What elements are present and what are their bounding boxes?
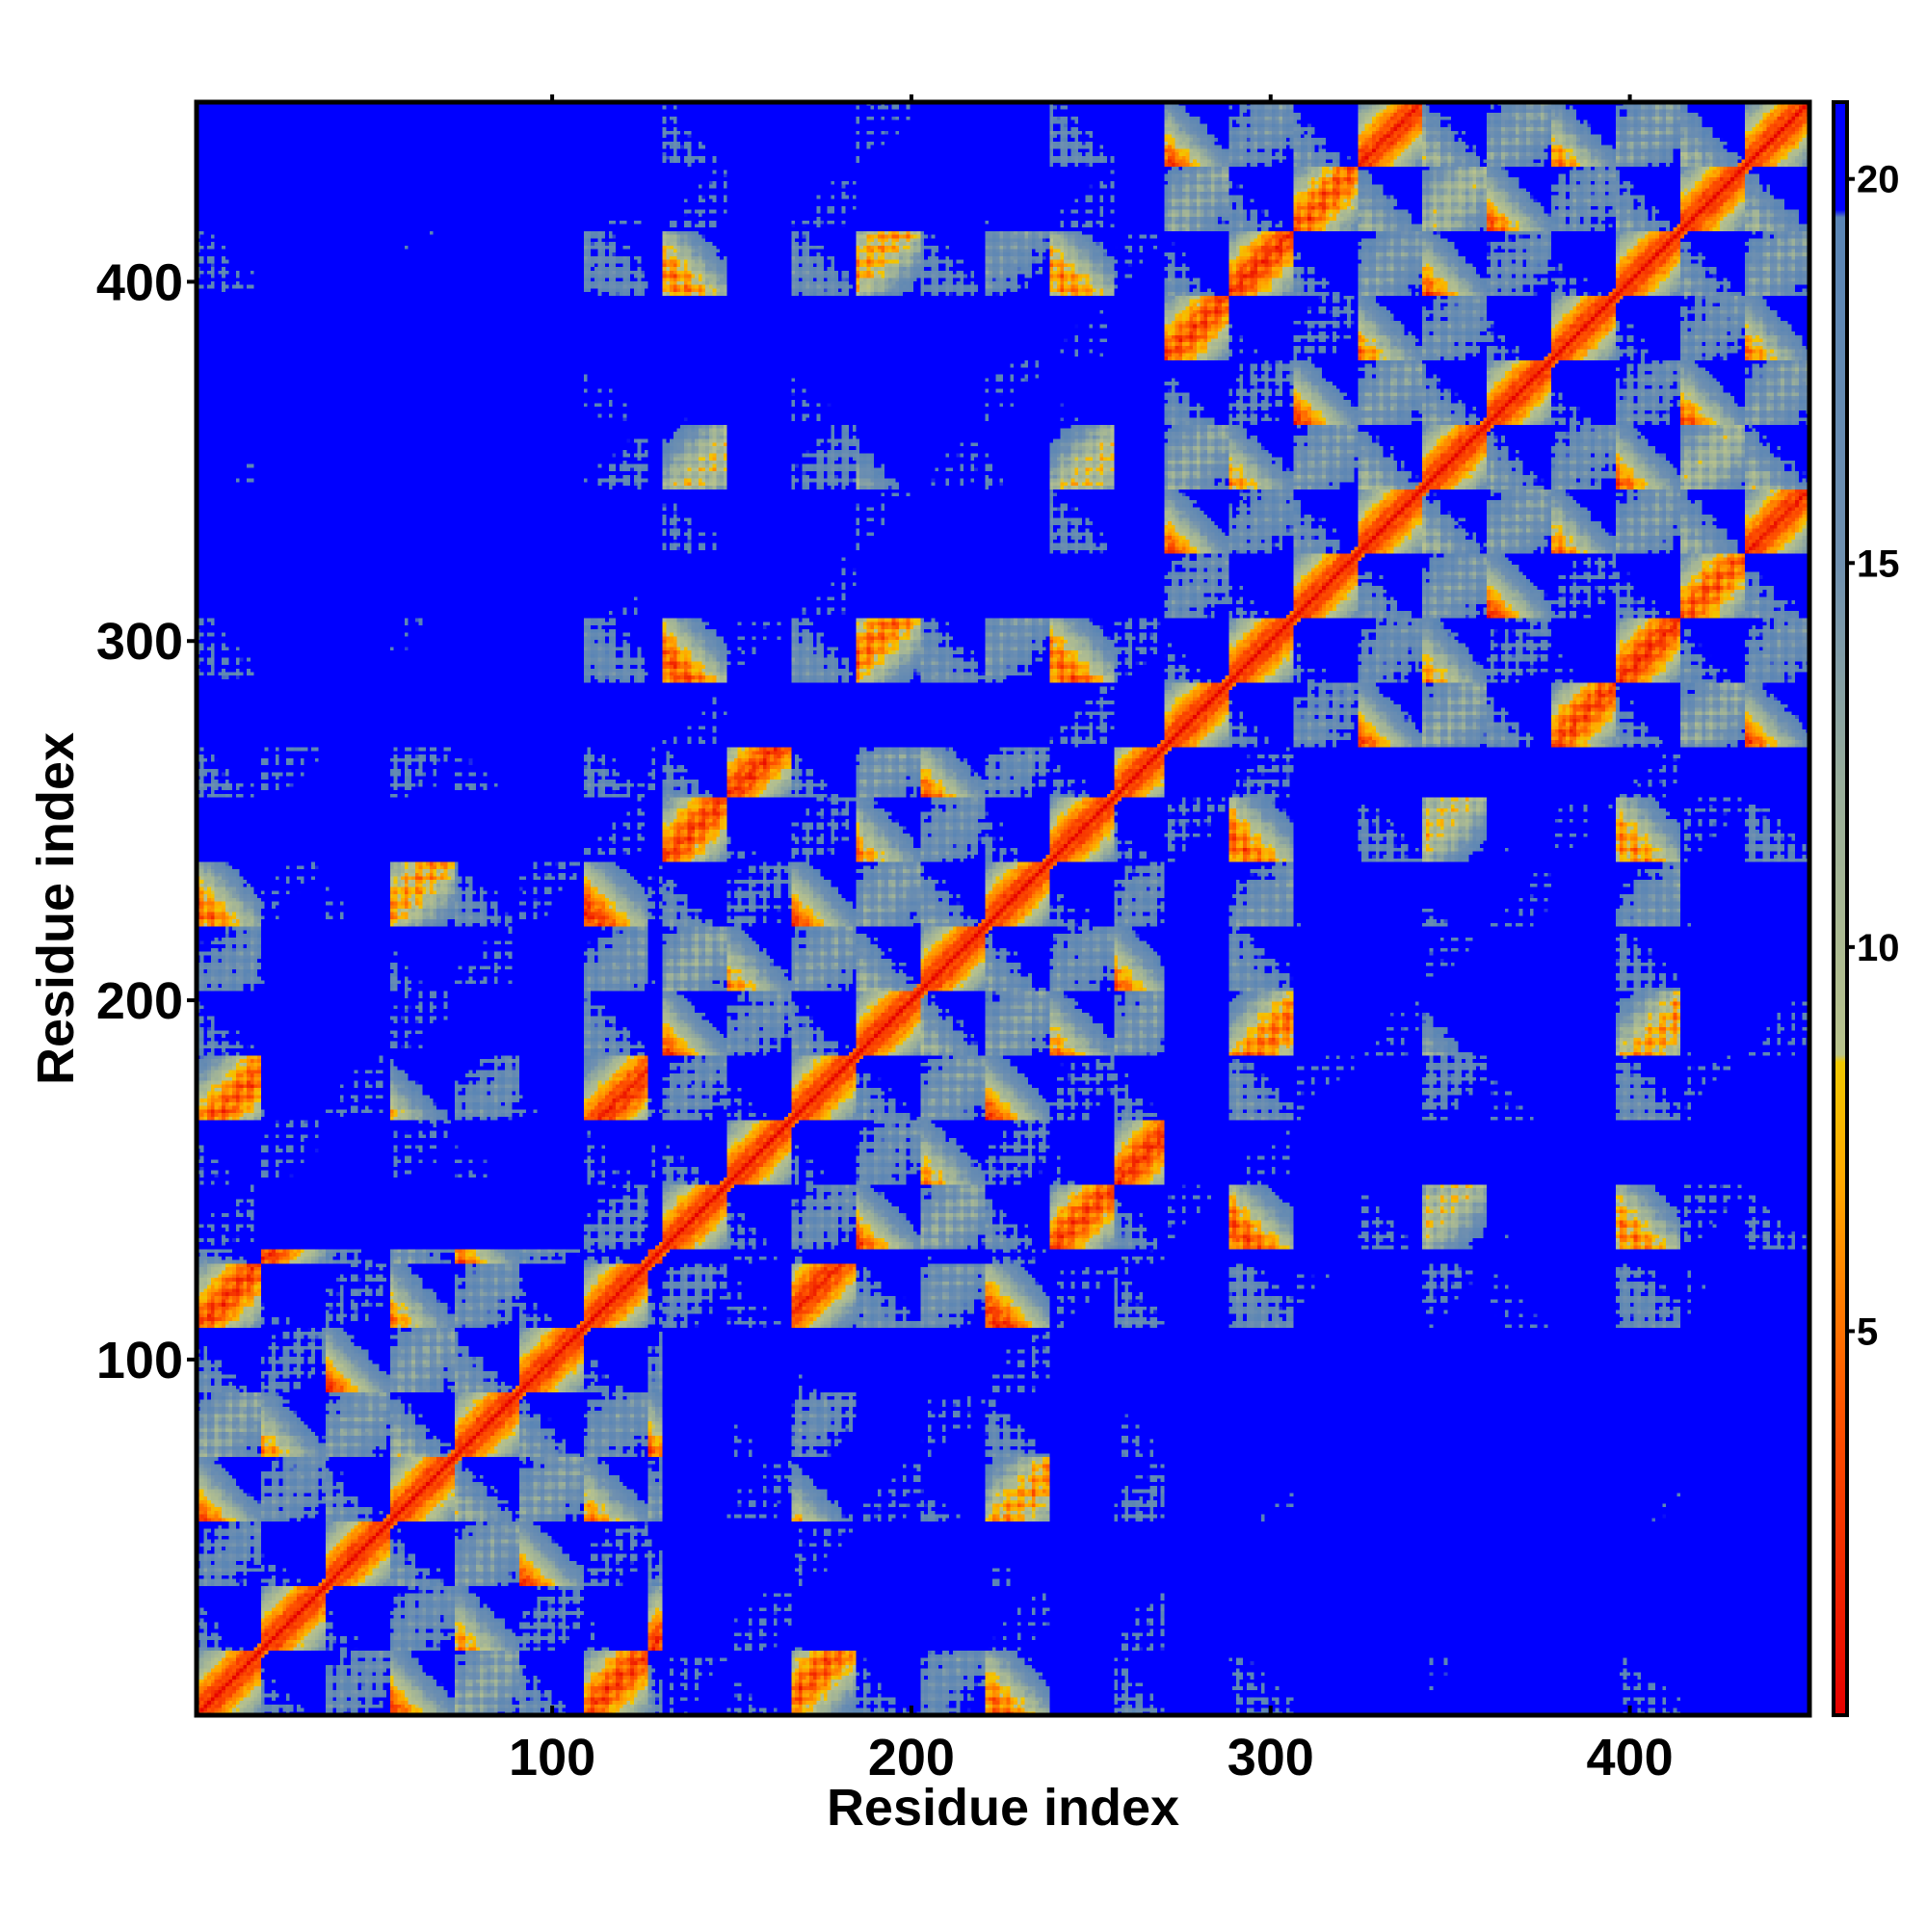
y-tick-label: 100 bbox=[96, 1332, 183, 1389]
heatmap-plot bbox=[194, 99, 1812, 1718]
x-axis: 100 200 300 400 bbox=[509, 94, 1674, 1786]
y-axis-title: Residue index bbox=[27, 732, 85, 1085]
colorbar-tick-label: 10 bbox=[1857, 927, 1900, 969]
y-tick-label: 300 bbox=[96, 613, 183, 671]
y-axis: 100 200 300 400 bbox=[96, 253, 197, 1389]
plot-frame bbox=[194, 99, 1812, 1718]
y-tick-label: 200 bbox=[96, 972, 183, 1030]
colorbar-gradient bbox=[1832, 100, 1849, 1717]
y-tick-label: 400 bbox=[96, 253, 183, 311]
x-tick-label: 200 bbox=[868, 1729, 955, 1786]
colorbar-tick-label: 15 bbox=[1857, 543, 1900, 585]
colorbar-ticks: 5 10 15 20 bbox=[1847, 159, 1900, 1353]
x-tick-label: 300 bbox=[1227, 1729, 1314, 1786]
x-axis-title: Residue index bbox=[827, 1779, 1179, 1837]
colorbar: 5 10 15 20 bbox=[1832, 100, 1900, 1717]
x-tick-label: 100 bbox=[509, 1729, 595, 1786]
colorbar-tick-label: 5 bbox=[1857, 1310, 1878, 1353]
heatmap-matrix bbox=[197, 102, 1809, 1715]
x-tick-label: 400 bbox=[1587, 1729, 1674, 1786]
colorbar-tick-label: 20 bbox=[1857, 159, 1900, 201]
